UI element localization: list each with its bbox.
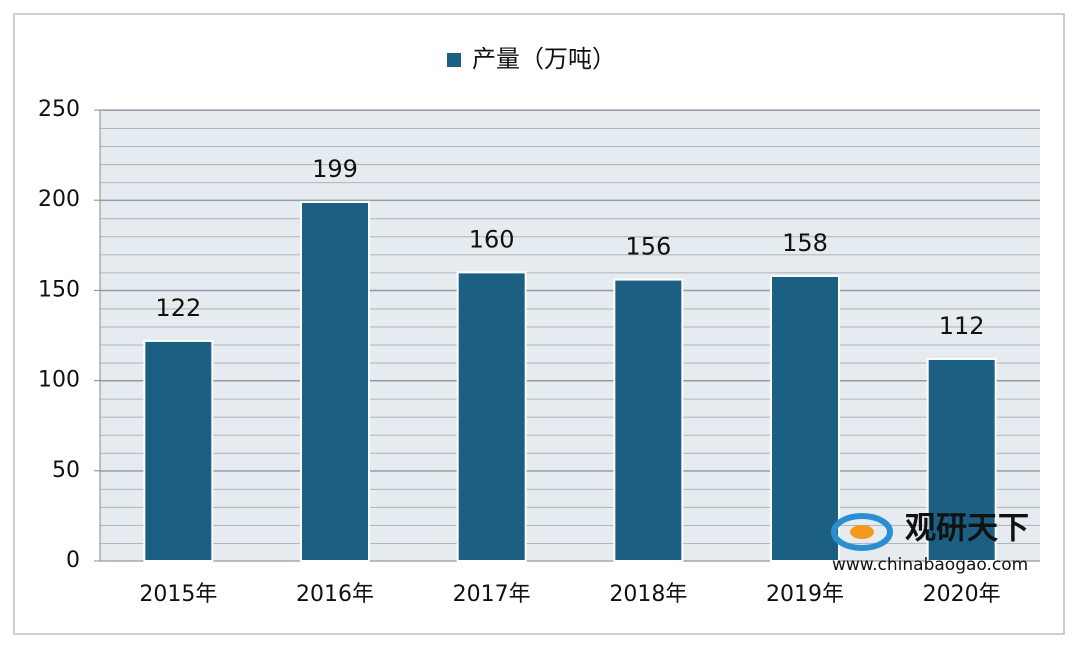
watermark-brand: 观研天下: [905, 511, 1029, 547]
legend-box: [436, 36, 588, 84]
watermark-logo: [831, 513, 893, 551]
bar: [770, 274, 840, 562]
x-tick-label: 2019年: [766, 582, 844, 607]
value-label: 199: [312, 155, 358, 183]
legend-swatch: [447, 53, 461, 67]
bar: [143, 339, 214, 562]
bar: [300, 201, 370, 562]
x-tick-label: 2016年: [296, 582, 374, 607]
value-label: 122: [155, 294, 201, 322]
legend-label: 产量（万吨）: [472, 45, 616, 73]
x-tick-label: 2020年: [923, 582, 1001, 607]
watermark-url: www.chinabaogao.com: [832, 555, 1028, 575]
x-tick-label: 2017年: [453, 582, 531, 607]
value-label: 112: [939, 312, 985, 340]
bar: [456, 271, 527, 562]
plot-area: [100, 110, 1040, 561]
y-tick-label: 0: [66, 548, 80, 573]
y-tick-label: 250: [38, 97, 80, 122]
watermark: 观研天下 www.chinabaogao.com: [831, 511, 1029, 575]
y-tick-label: 50: [52, 458, 80, 483]
x-tick-label: 2018年: [609, 582, 687, 607]
y-tick-label: 200: [38, 187, 80, 212]
bar: [613, 278, 684, 562]
y-tick-label: 100: [38, 368, 80, 393]
value-label: 160: [469, 225, 515, 253]
watermark-logo: [850, 525, 874, 539]
value-label: 156: [625, 233, 671, 261]
x-tick-label: 2015年: [139, 582, 217, 607]
y-tick-label: 150: [38, 277, 80, 302]
bar: [926, 357, 997, 562]
value-label: 158: [782, 229, 828, 257]
